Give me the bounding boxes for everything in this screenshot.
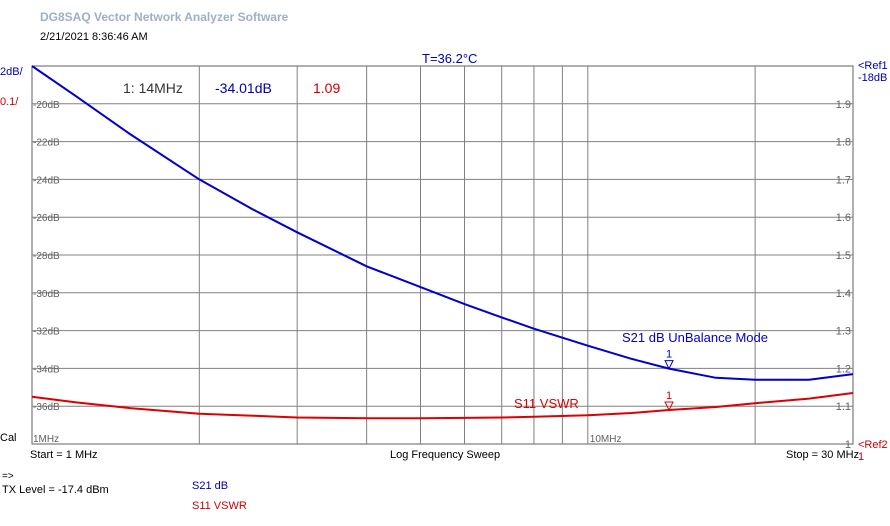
right-tick-label: 1.8 [836,137,851,149]
x-tick-label: 1MHz [33,434,59,445]
sweep-mode: Log Frequency Sweep [390,449,501,461]
stop-frequency: Stop = 30 MHz [786,449,860,461]
left-tick-label: -30dB [33,289,60,300]
ref1-line2: -18dB [858,72,888,84]
left-tick-label: -36dB [33,402,60,413]
marker-label: 1 [666,349,672,361]
s11-series-label: S11 VSWR [514,396,579,411]
s21-series-label: S21 dB UnBalance Mode [622,330,768,345]
right-tick-label: 1 [845,439,851,451]
marker-label: 1 [666,390,672,402]
cal-indicator: Cal [0,432,17,444]
marker-s11-value: 1.09 [313,80,341,96]
s11-scale-label: 0.1/ [0,96,19,108]
s11-trace [31,392,854,420]
ref2-line2: 1 [858,451,865,463]
right-tick-label: 1.1 [836,401,851,413]
right-tick-label: 1.3 [836,326,851,338]
arrow-indicator: => [2,471,14,482]
left-tick-label: -34dB [33,364,60,375]
left-tick-label: -28dB [33,251,60,262]
right-tick-label: 1.7 [836,174,851,186]
legend-s21[interactable]: S21 dB [192,480,229,492]
x-tick-label: 10MHz [590,434,622,445]
start-frequency: Start = 1 MHz [30,449,98,461]
app-title: DG8SAQ Vector Network Analyzer Software [40,10,289,24]
right-tick-label: 1.4 [836,288,851,300]
left-tick-label: -26dB [33,213,60,224]
marker-s21-value: -34.01dB [215,80,272,96]
left-tick-label: -24dB [33,175,60,186]
tx-level: TX Level = -17.4 dBm [2,484,109,496]
left-tick-label: -20dB [33,100,60,111]
marker-frequency: 1: 14MHz [123,80,183,96]
temperature-readout: T=36.2°C [422,51,478,66]
s21-trace [31,65,854,381]
right-tick-label: 1.6 [836,212,851,224]
ref2-line1: <Ref2 [858,439,888,451]
timestamp: 2/21/2021 8:36:46 AM [40,31,148,43]
legend-s11[interactable]: S11 VSWR [192,500,247,512]
ref2-label: <Ref2 1 [858,439,888,463]
marker-triangle [664,360,674,370]
marker-triangle [664,401,674,412]
s21-scale-label: 2dB/ [0,66,23,78]
right-tick-label: 1.9 [836,99,851,111]
left-tick-label: -22dB [33,138,60,149]
ref1-line1: <Ref1 [858,60,888,72]
right-tick-label: 1.5 [836,250,851,262]
left-tick-label: -32dB [33,327,60,338]
ref1-label: <Ref1 -18dB [858,60,888,84]
right-tick-label: 1.2 [836,363,851,375]
